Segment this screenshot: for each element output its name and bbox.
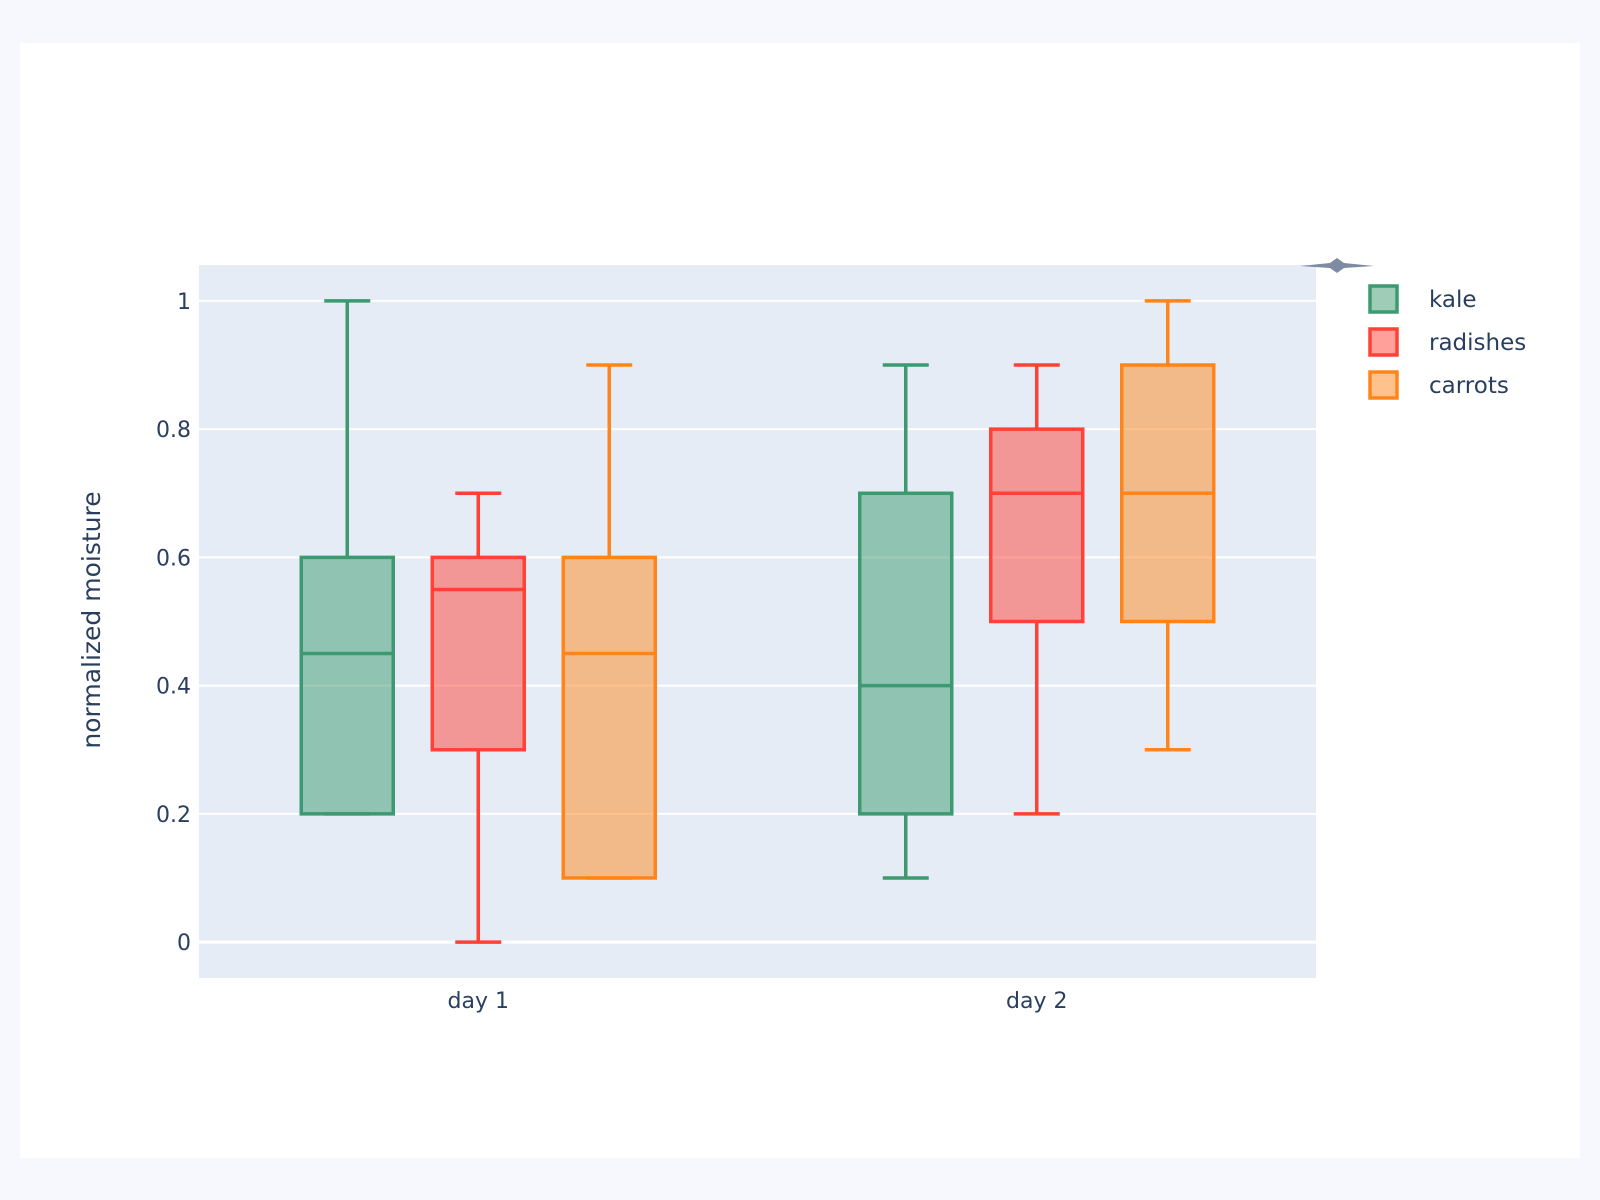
box-body: [989, 427, 1085, 624]
legend-item-kale[interactable]: kale: [1368, 284, 1477, 314]
x-tick-label: day 1: [448, 989, 509, 1014]
legend-swatch: [1368, 284, 1399, 314]
boxes: [299, 299, 1216, 944]
legend-label: radishes: [1429, 330, 1526, 356]
box-carrots-day-1: [561, 363, 657, 880]
x-axis-ticks: day 1 day 2: [448, 989, 1068, 1014]
legend-item-radishes[interactable]: radishes: [1368, 327, 1526, 357]
box-body: [858, 491, 954, 816]
legend-swatch: [1368, 370, 1399, 400]
legend-swatch: [1368, 327, 1399, 357]
y-tick-label: 0.8: [156, 418, 191, 443]
box-radishes-day-2: [989, 363, 1085, 816]
box-body: [561, 555, 657, 880]
x-tick-label: day 2: [1006, 989, 1067, 1014]
y-axis-ticks: 0 0.2 0.4 0.6 0.8 1: [156, 290, 191, 956]
y-axis-title: normalized moisture: [77, 491, 106, 748]
y-tick-label: 0.2: [156, 803, 191, 828]
y-tick-label: 0: [177, 931, 191, 956]
y-tick-label: 1: [177, 290, 191, 315]
legend: kale radishes carrots: [1368, 284, 1526, 400]
modebar-indicator-icon: [1300, 258, 1374, 273]
y-tick-label: 0.4: [156, 675, 191, 700]
box-carrots-day-2: [1120, 299, 1216, 752]
box-body: [299, 555, 395, 816]
y-tick-label: 0.6: [156, 546, 191, 571]
box-body: [430, 555, 526, 752]
box-kale-day-1: [299, 299, 395, 816]
legend-item-carrots[interactable]: carrots: [1368, 370, 1509, 400]
legend-label: kale: [1429, 287, 1477, 313]
box-radishes-day-1: [430, 491, 526, 944]
box-kale-day-2: [858, 363, 954, 880]
legend-label: carrots: [1429, 373, 1509, 399]
